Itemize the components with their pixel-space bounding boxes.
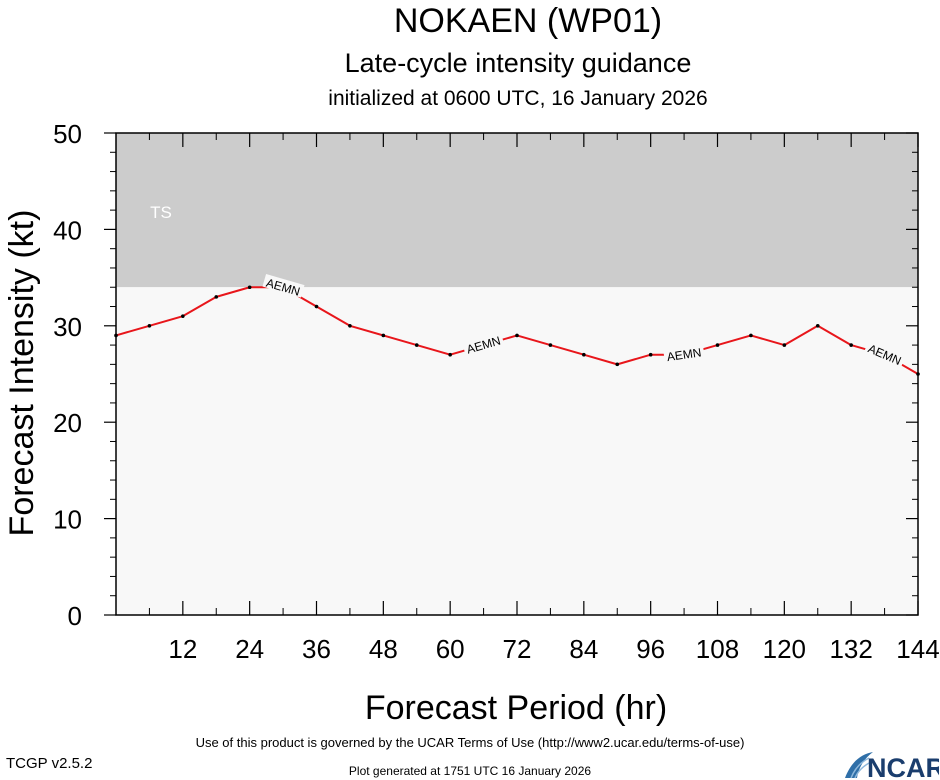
terms-of-use-text: Use of this product is governed by the U… — [195, 735, 745, 750]
data-point — [916, 372, 920, 376]
data-point — [214, 295, 219, 299]
data-point — [348, 324, 352, 328]
chart-init-time: initialized at 0600 UTC, 16 January 2026 — [328, 87, 707, 110]
x-tick-label: 12 — [168, 634, 197, 664]
data-point — [582, 352, 586, 357]
data-point — [147, 324, 152, 328]
data-point — [181, 314, 185, 318]
ncar-logo-text: NCAR — [867, 753, 939, 780]
data-point — [381, 333, 386, 338]
x-tick-label: 60 — [436, 634, 465, 664]
data-point — [515, 333, 519, 338]
data-point — [448, 352, 452, 357]
chart-title: NOKAEN (WP01) — [394, 2, 662, 40]
data-point — [414, 343, 419, 347]
y-tick-label: 10 — [53, 505, 82, 535]
x-tick-label: 108 — [696, 634, 739, 664]
y-tick-label: 30 — [53, 312, 82, 342]
y-tick-label: 20 — [53, 408, 82, 438]
band-0 — [116, 133, 918, 288]
y-axis-label: Forecast Intensity (kt) — [3, 210, 41, 537]
data-point — [648, 352, 653, 357]
x-tick-label: 48 — [369, 634, 398, 664]
plot-generated-text: Plot generated at 1751 UTC 16 January 20… — [348, 764, 592, 778]
band-1 — [116, 287, 918, 615]
ncar-logo: NCAR — [845, 752, 939, 780]
data-point — [314, 304, 319, 309]
band-label-ts: TS — [150, 203, 172, 222]
series-label-bg — [462, 331, 505, 356]
series-label-group: AEMN — [663, 343, 705, 364]
data-point — [715, 343, 720, 347]
data-point — [247, 285, 252, 290]
x-tick-label: 24 — [235, 634, 264, 664]
y-tick-label: 40 — [53, 215, 82, 245]
chart-subtitle: Late-cycle intensity guidance — [345, 48, 692, 78]
series-label-bg — [864, 339, 907, 368]
x-tick-label: 120 — [763, 634, 806, 664]
data-point — [548, 343, 553, 347]
data-point — [849, 343, 853, 347]
x-tick-label: 132 — [829, 634, 872, 664]
series-label-bg — [262, 274, 305, 298]
x-tick-label: 96 — [636, 634, 665, 664]
x-axis-label: Forecast Period (hr) — [365, 689, 667, 727]
x-tick-label: 36 — [302, 634, 331, 664]
data-point — [749, 333, 753, 338]
y-tick-label: 50 — [53, 119, 82, 149]
axes: 12 24 36 48 60 72 84 96 108 120 132 144 0 10 20 30 40 50 — [53, 119, 940, 664]
data-point — [114, 333, 118, 338]
x-tick-label: 72 — [503, 634, 532, 664]
series-label: AEMN — [666, 345, 702, 364]
version-label: TCGP v2.5.2 — [6, 755, 93, 772]
data-point — [615, 362, 620, 367]
data-point — [782, 343, 787, 347]
data-point — [815, 324, 820, 328]
ncar-logo-mark-lines — [850, 757, 872, 779]
x-tick-label: 84 — [569, 634, 598, 664]
intensity-bands: TS — [116, 133, 918, 615]
y-tick-label: 0 — [68, 601, 82, 631]
x-tick-label: 144 — [896, 634, 939, 664]
series-label-bg — [663, 343, 705, 363]
